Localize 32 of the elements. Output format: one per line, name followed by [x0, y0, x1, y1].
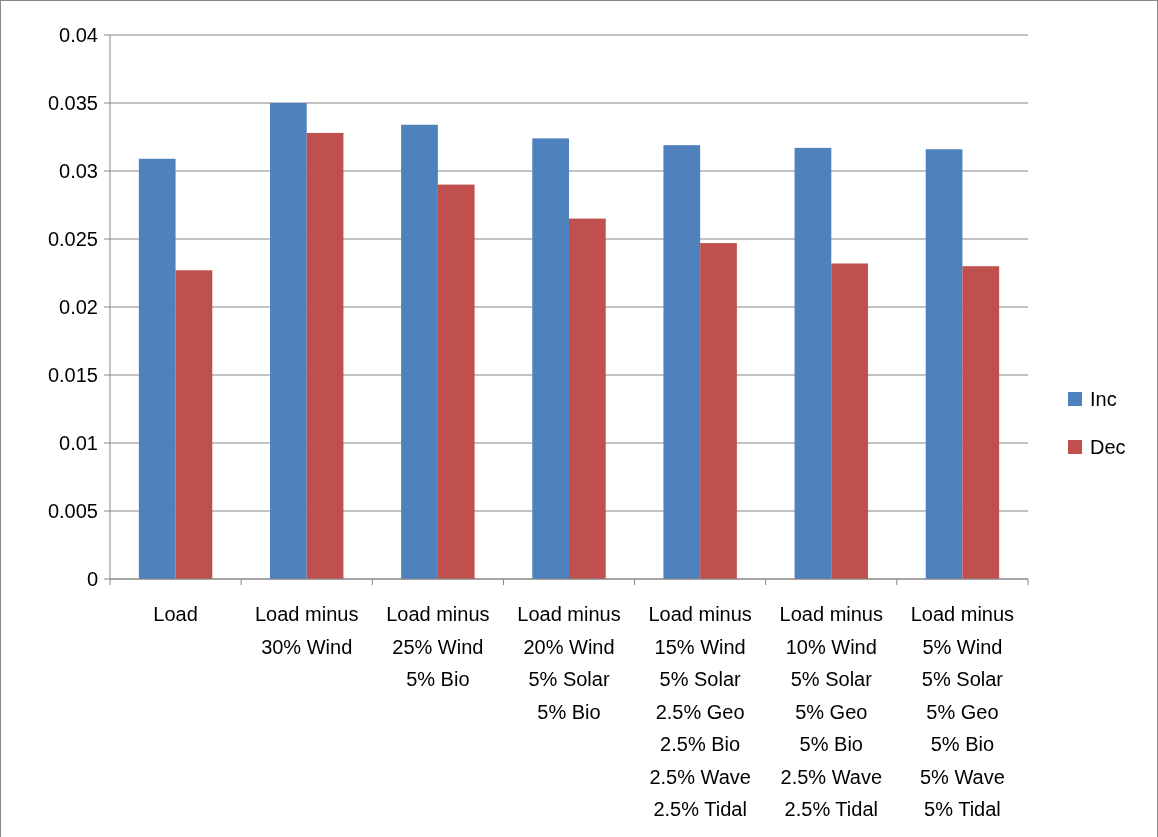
y-tick-label: 0.025 [47, 228, 98, 250]
x-tick-label: Load minus 20% Wind 5% Solar 5% Bio [517, 603, 621, 723]
bar [401, 124, 438, 579]
bar [700, 243, 737, 579]
bar [437, 184, 475, 579]
legend-label: Inc [1090, 388, 1117, 410]
bar [962, 266, 1000, 579]
y-tick-label: 0.01 [59, 432, 98, 454]
x-tick-label: Load minus 30% Wind [255, 603, 359, 658]
bar [794, 147, 832, 579]
legend-label: Dec [1090, 436, 1126, 458]
x-tick-label: Load minus 15% Wind 5% Solar 2.5% Geo 2.5% Bio 2.5% Wave 2.5% Tidal [648, 603, 752, 820]
bar [569, 218, 606, 579]
bar [269, 103, 307, 579]
y-tick-label: 0.04 [59, 24, 98, 46]
bar [925, 149, 963, 579]
bar [532, 138, 569, 579]
x-tick-label: Load [153, 603, 198, 625]
y-tick-label: 0 [86, 568, 98, 590]
y-tick-label: 0.005 [47, 500, 98, 522]
y-tick-label: 0.015 [47, 364, 98, 386]
bar [175, 270, 213, 579]
x-tick-label: Load minus 10% Wind 5% Solar 5% Geo 5% Bio 2.5% Wave 2.5% Tidal [779, 603, 883, 820]
y-tick-label: 0.02 [59, 296, 98, 318]
x-tick-label: Load minus 25% Wind 5% Bio [386, 603, 490, 690]
bar [138, 158, 176, 579]
bar [663, 145, 701, 579]
y-tick-label: 0.035 [47, 92, 98, 114]
y-tick-label: 0.03 [59, 160, 98, 182]
x-tick-label: Load minus 5% Wind 5% Solar 5% Geo 5% Bio 5% Wave 5% Tidal [910, 603, 1015, 820]
bar [306, 132, 344, 579]
bar [831, 263, 869, 579]
